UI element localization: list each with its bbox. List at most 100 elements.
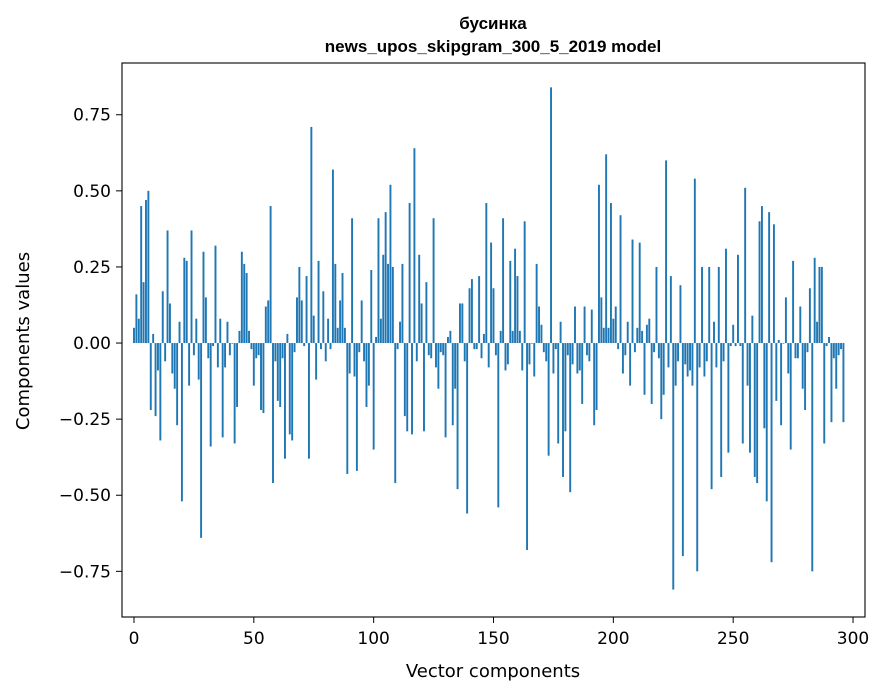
bar-186 <box>578 343 581 371</box>
bar-263 <box>763 343 766 429</box>
bar-260 <box>756 343 759 484</box>
bar-72 <box>305 276 308 344</box>
bar-192 <box>593 343 596 426</box>
bar-253 <box>739 343 742 347</box>
bar-249 <box>729 343 732 347</box>
bar-268 <box>775 343 778 401</box>
bar-73 <box>307 343 310 459</box>
bar-39 <box>226 321 229 344</box>
bar-6 <box>147 190 150 344</box>
bar-112 <box>401 263 404 344</box>
bar-279 <box>801 343 804 389</box>
bar-47 <box>245 273 248 344</box>
bar-225 <box>672 343 675 590</box>
bar-173 <box>547 343 550 456</box>
bar-90 <box>348 343 351 374</box>
bar-254 <box>741 343 744 444</box>
bar-270 <box>780 343 783 426</box>
bar-218 <box>655 266 658 344</box>
bar-67 <box>293 343 296 353</box>
bar-198 <box>607 327 610 344</box>
bar-217 <box>653 343 656 353</box>
x-tick-label: 50 <box>243 629 265 649</box>
bar-169 <box>538 306 540 344</box>
bar-277 <box>796 343 799 359</box>
bar-25 <box>192 343 195 356</box>
bar-144 <box>478 276 481 344</box>
bar-275 <box>792 260 795 344</box>
x-tick-label: 300 <box>837 629 869 649</box>
bar-199 <box>609 203 612 344</box>
bar-222 <box>665 160 668 344</box>
bar-234 <box>693 178 696 344</box>
bar-182 <box>569 343 572 493</box>
bar-167 <box>533 343 536 377</box>
bar-23 <box>188 343 191 386</box>
bar-87 <box>341 273 344 344</box>
bar-129 <box>442 343 445 356</box>
bar-177 <box>557 343 560 444</box>
bar-131 <box>447 336 449 344</box>
bar-157 <box>509 260 512 344</box>
bar-4 <box>142 282 145 344</box>
bar-95 <box>360 300 363 344</box>
bar-96 <box>363 343 366 362</box>
bar-181 <box>566 343 569 356</box>
bar-166 <box>530 343 533 344</box>
bar-256 <box>746 343 749 386</box>
bar-75 <box>312 315 315 344</box>
bar-107 <box>389 184 392 344</box>
bar-98 <box>367 343 370 386</box>
bar-215 <box>648 318 651 344</box>
bar-214 <box>645 324 648 344</box>
bar-37 <box>221 343 224 438</box>
bar-8 <box>152 333 155 344</box>
bar-109 <box>394 343 397 484</box>
bar-2 <box>137 318 140 344</box>
bar-227 <box>677 343 680 362</box>
x-tick-label: 150 <box>477 629 509 649</box>
bar-17 <box>173 343 176 389</box>
bar-38 <box>224 343 227 368</box>
bar-116 <box>411 343 413 435</box>
bar-74 <box>310 126 313 344</box>
bar-240 <box>708 266 711 344</box>
bar-78 <box>319 343 322 350</box>
x-tick-label: 0 <box>129 629 140 649</box>
bar-89 <box>346 343 349 474</box>
bar-113 <box>403 343 406 417</box>
bar-118 <box>415 343 418 362</box>
bar-223 <box>667 343 670 368</box>
bar-143 <box>475 343 478 350</box>
bar-120 <box>420 303 423 344</box>
bar-66 <box>291 343 294 441</box>
bar-91 <box>351 218 354 344</box>
bar-70 <box>300 300 303 344</box>
bar-43 <box>236 343 239 407</box>
bar-179 <box>562 343 564 477</box>
bar-106 <box>387 263 389 344</box>
bar-136 <box>458 303 461 344</box>
bar-58 <box>272 343 274 484</box>
bar-228 <box>679 285 682 344</box>
bar-200 <box>612 318 615 344</box>
bars-group <box>133 87 845 590</box>
bar-133 <box>451 343 454 426</box>
bar-170 <box>540 324 543 344</box>
bar-60 <box>276 343 279 401</box>
bar-14 <box>166 230 169 344</box>
bar-52 <box>257 343 260 356</box>
bar-211 <box>638 242 641 344</box>
bar-242 <box>713 321 715 344</box>
bar-79 <box>322 291 325 344</box>
bar-178 <box>559 321 562 344</box>
bar-259 <box>753 343 756 477</box>
bar-99 <box>370 269 373 344</box>
bar-288 <box>823 343 826 444</box>
bar-159 <box>514 248 517 344</box>
chart-title: бусинка <box>459 14 527 33</box>
bar-42 <box>233 343 236 444</box>
bar-147 <box>485 203 488 344</box>
bar-194 <box>598 184 600 344</box>
bar-262 <box>760 206 763 344</box>
